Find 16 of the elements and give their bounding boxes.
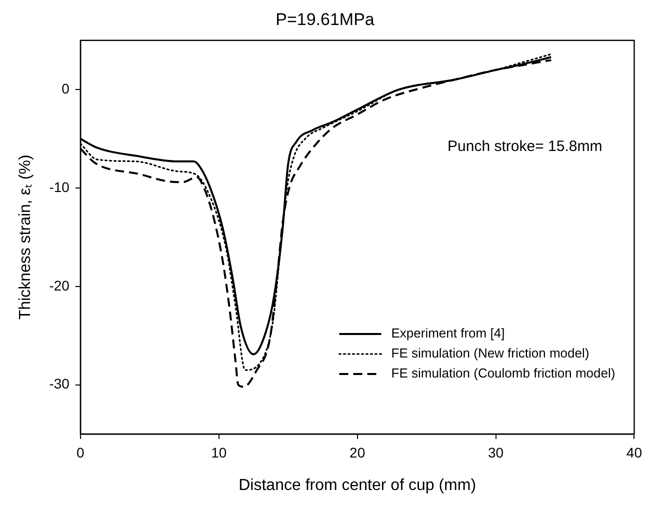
chart-title: P=19.61MPa [276,10,375,29]
legend-label: Experiment from [4] [391,326,505,341]
annotation: Punch stroke= 15.8mm [448,138,602,155]
y-tick-label: 0 [62,80,70,96]
x-tick-label: 40 [626,444,642,460]
y-tick-label: -30 [49,376,70,392]
y-tick-label: -10 [49,178,70,195]
x-tick-label: 10 [211,444,227,460]
x-axis-title: Distance from center of cup (mm) [238,476,476,494]
legend-label: FE simulation (New friction model) [391,346,590,361]
x-tick-label: 30 [488,444,504,460]
legend-label: FE simulation (Coulomb friction model) [391,366,616,381]
y-axis-title: Thickness strain, εₜ (%) [17,154,34,320]
x-tick-label: 20 [350,444,366,460]
y-tick-label: -20 [49,277,70,294]
x-tick-label: 0 [76,444,85,460]
